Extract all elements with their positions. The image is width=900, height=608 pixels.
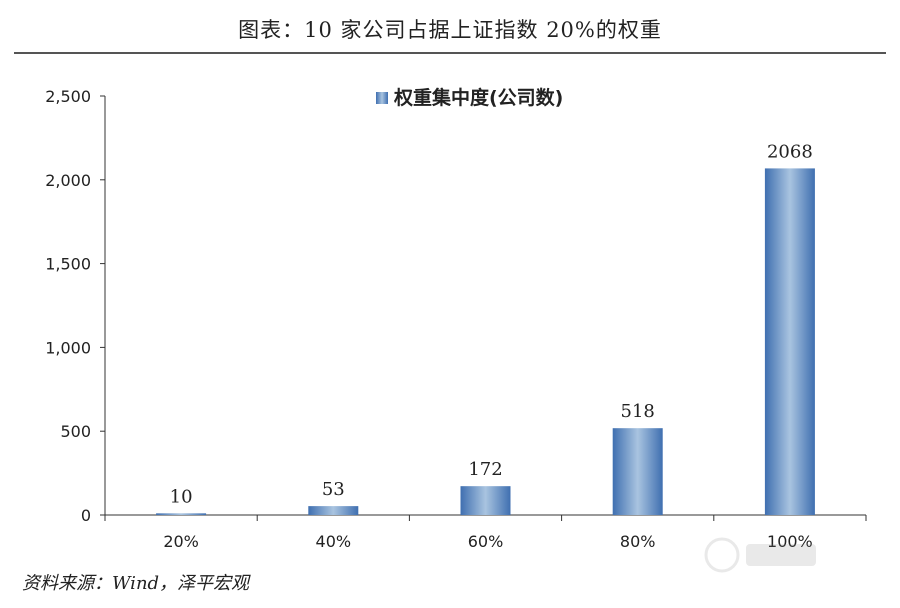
axes: 0 500 1,000 1,500 2,000 2,500 20% 40% 60% 80% 100% xyxy=(45,87,867,551)
source-note: 资料来源：Wind，泽平宏观 xyxy=(22,573,250,594)
y-tick-label: 2,500 xyxy=(45,87,91,106)
legend: 权重集中度(公司数) xyxy=(376,86,563,109)
y-tick-label: 1,500 xyxy=(45,255,91,274)
bar xyxy=(308,506,359,515)
data-label: 518 xyxy=(621,401,655,422)
y-tick-label: 2,000 xyxy=(45,171,91,190)
watermark-logo-icon xyxy=(704,537,816,573)
bar xyxy=(764,168,815,515)
y-tick-label: 1,000 xyxy=(45,338,91,357)
x-tick-label: 20% xyxy=(163,532,199,551)
data-label: 53 xyxy=(322,479,345,500)
data-label: 2068 xyxy=(767,141,813,162)
data-label: 172 xyxy=(468,459,502,480)
legend-label: 权重集中度(公司数) xyxy=(393,86,563,109)
x-tick-label: 80% xyxy=(620,532,656,551)
x-tick-label: 40% xyxy=(316,532,352,551)
data-label: 10 xyxy=(170,486,193,507)
y-tick-label: 500 xyxy=(60,422,91,441)
bar xyxy=(460,486,511,515)
y-tick-label: 0 xyxy=(81,506,91,525)
x-tick-label: 100% xyxy=(767,532,813,551)
x-tick-label: 60% xyxy=(468,532,504,551)
chart-title: 图表：10 家公司占据上证指数 20%的权重 xyxy=(238,18,662,42)
bar-chart: 0 500 1,000 1,500 2,000 2,500 20% 40% 60% 80% 100%… xyxy=(45,86,867,551)
legend-swatch xyxy=(376,92,388,104)
bar xyxy=(612,428,663,515)
bars: 10 53 172 518 2068 xyxy=(156,141,815,515)
bar xyxy=(156,513,207,515)
title-divider xyxy=(14,52,886,54)
